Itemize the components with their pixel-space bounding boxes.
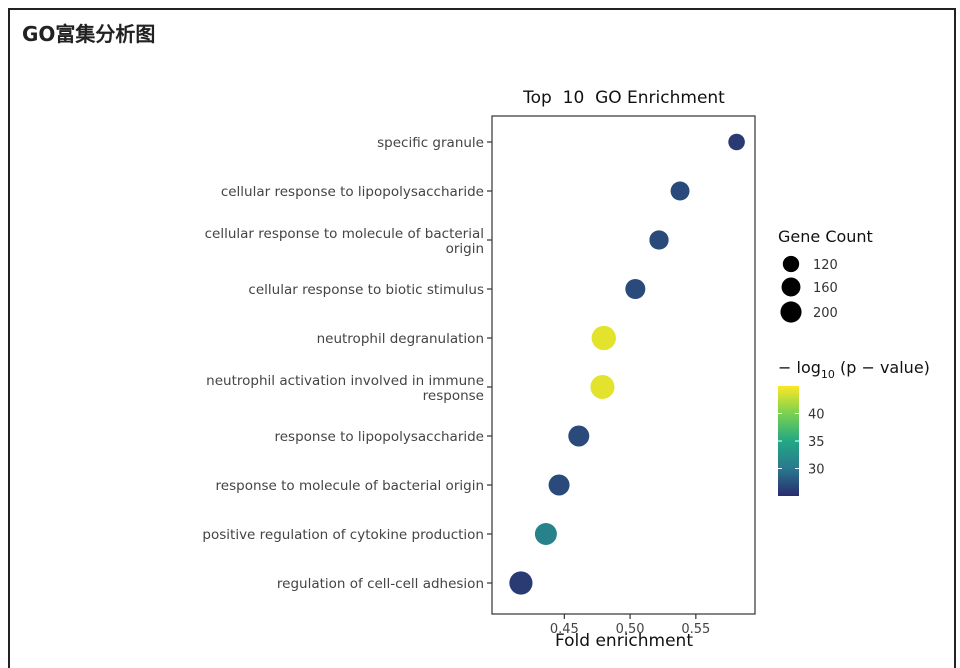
data-point	[509, 571, 533, 595]
data-point	[568, 425, 590, 447]
data-point	[591, 325, 616, 351]
data-point	[590, 374, 615, 400]
size-legend-dot	[781, 277, 801, 297]
y-category-label: positive regulation of cytokine producti…	[202, 527, 484, 543]
size-legend-label: 120	[813, 258, 838, 273]
x-tick-label: 0.50	[616, 622, 645, 637]
data-point	[625, 279, 646, 299]
size-legend-dot	[782, 255, 800, 273]
y-category-label: cellular response to lipopolysaccharide	[221, 184, 484, 200]
y-category-label: cellular response to biotic stimulus	[248, 282, 484, 298]
y-category-label: neutrophil activation involved in immune…	[206, 373, 484, 404]
x-tick-label: 0.55	[681, 622, 710, 637]
size-legend-dot	[780, 301, 802, 323]
y-category-label: response to lipopolysaccharide	[274, 429, 484, 445]
x-axis-label: Fold enrichment	[555, 631, 693, 651]
y-category-label: specific granule	[377, 135, 484, 151]
data-point	[534, 523, 557, 545]
x-tick-label: 0.45	[550, 622, 579, 637]
data-point	[728, 133, 745, 151]
data-point	[649, 230, 669, 250]
size-legend-title: Gene Count	[778, 227, 873, 246]
data-point	[670, 181, 690, 201]
y-category-label: neutrophil degranulation	[317, 331, 484, 347]
data-point	[548, 474, 570, 496]
chart-title: Top 10 GO Enrichment	[522, 88, 725, 108]
size-legend-label: 160	[813, 281, 838, 296]
y-category-label: regulation of cell-cell adhesion	[277, 576, 484, 592]
color-legend-title: − log10 (p − value)	[778, 358, 930, 381]
y-category-label: response to molecule of bacterial origin	[216, 478, 484, 494]
y-category-label: cellular response to molecule of bacteri…	[205, 226, 484, 257]
colorbar-tick-label: 40	[808, 408, 825, 423]
page-title: GO富集分析图	[22, 22, 156, 46]
plot-panel	[491, 115, 756, 615]
colorbar-tick-label: 30	[808, 463, 825, 478]
figure-frame	[8, 8, 956, 668]
colorbar	[778, 386, 799, 496]
colorbar-tick-label: 35	[808, 435, 825, 450]
size-legend-label: 200	[813, 306, 838, 321]
